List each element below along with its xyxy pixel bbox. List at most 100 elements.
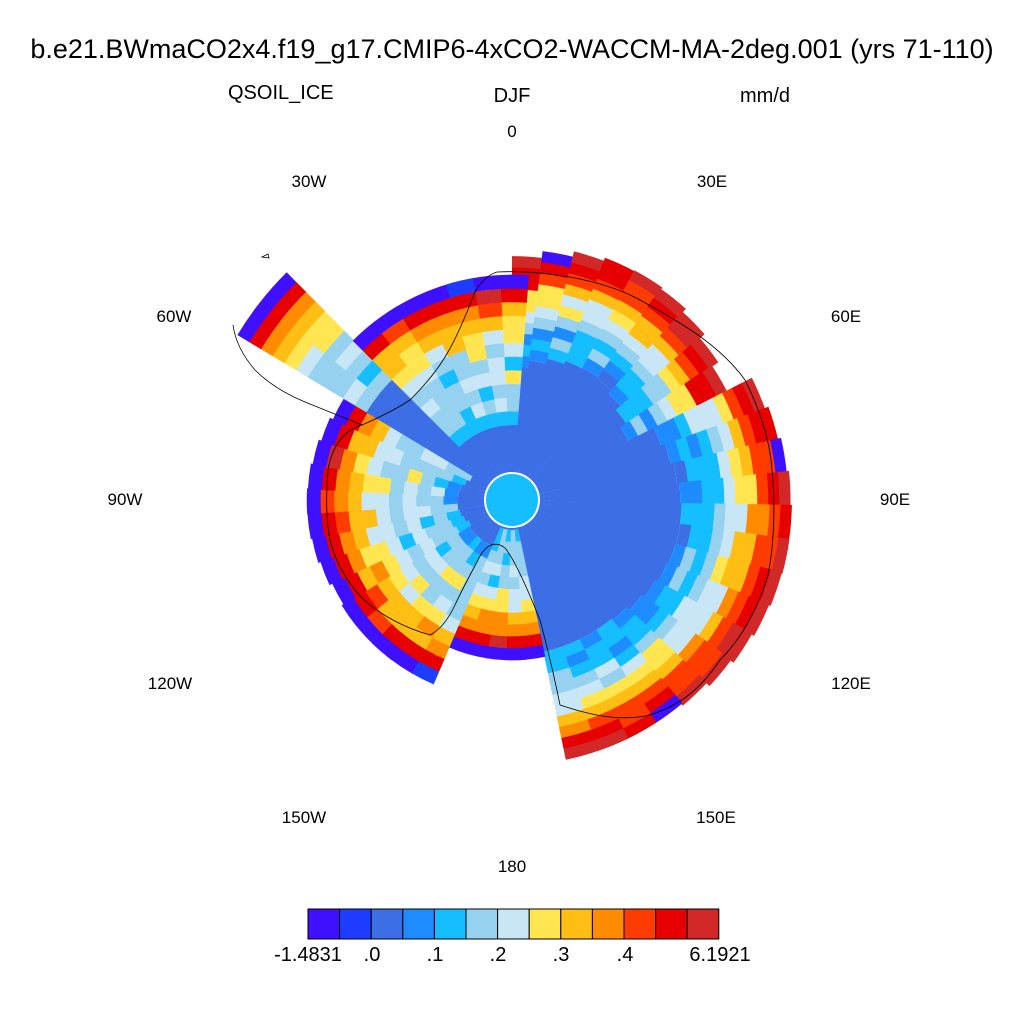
field-cell xyxy=(505,647,526,661)
field-cell xyxy=(321,417,343,446)
field-cell xyxy=(291,301,326,337)
field-cell xyxy=(320,557,343,586)
field-cell xyxy=(388,569,410,592)
field-cell xyxy=(387,590,411,615)
field-cell xyxy=(307,512,325,540)
field-cell xyxy=(682,344,710,375)
field-cell xyxy=(531,327,555,343)
field-cell xyxy=(443,503,459,514)
field-cell xyxy=(582,357,606,378)
field-cell xyxy=(581,309,609,330)
field-cell xyxy=(450,515,466,528)
field-cell xyxy=(495,527,504,541)
field-cell xyxy=(418,537,437,555)
field-cell xyxy=(341,597,368,627)
field-cell xyxy=(470,358,491,377)
field-cell xyxy=(423,604,447,627)
field-cell xyxy=(319,360,347,392)
field-cell xyxy=(302,311,335,345)
field-cell xyxy=(326,443,345,470)
field-cell xyxy=(459,375,479,395)
field-cell xyxy=(623,279,656,306)
field-cell xyxy=(541,251,574,268)
field-cell xyxy=(579,688,609,710)
field-cell xyxy=(473,431,501,476)
field-cell xyxy=(697,611,724,644)
field-cell xyxy=(603,360,627,383)
field-cell xyxy=(665,359,691,387)
field-cell xyxy=(640,380,664,406)
field-cell xyxy=(477,302,504,319)
field-cell xyxy=(686,575,709,604)
field-cell xyxy=(647,644,676,672)
field-cell xyxy=(695,429,714,457)
field-cell xyxy=(376,475,392,494)
field-cell xyxy=(468,511,489,526)
field-cell xyxy=(352,321,383,351)
field-cell xyxy=(685,639,714,671)
lon-label-120w: 120W xyxy=(147,674,193,693)
field-cell xyxy=(381,623,409,650)
field-cell xyxy=(656,396,678,422)
field-cell xyxy=(561,639,585,658)
field-cell xyxy=(693,371,718,402)
field-cell xyxy=(647,402,669,427)
field-cell xyxy=(679,481,692,505)
field-cell xyxy=(659,327,688,356)
field-cell xyxy=(437,519,454,534)
field-cell xyxy=(259,272,297,312)
field-cell xyxy=(354,386,379,413)
field-cell xyxy=(352,452,372,475)
field-cell xyxy=(563,283,594,303)
field-cell xyxy=(499,425,511,473)
field-cell xyxy=(467,642,489,659)
field-cell xyxy=(757,406,779,443)
field-cell xyxy=(734,475,747,506)
field-cell xyxy=(345,349,374,379)
field-cell xyxy=(339,447,358,472)
field-cell xyxy=(438,468,455,482)
field-cell xyxy=(284,335,315,371)
colorbar-box xyxy=(433,908,467,940)
colorbar-box xyxy=(623,908,657,940)
field-cell xyxy=(725,591,749,626)
field-cell xyxy=(486,646,507,661)
field-cell xyxy=(684,377,708,407)
colorbar-box xyxy=(370,908,404,940)
field-cell xyxy=(565,350,589,369)
field-cell xyxy=(431,625,456,647)
field-cell xyxy=(629,414,649,437)
field-cell xyxy=(661,620,687,649)
field-cell xyxy=(653,614,679,641)
field-cell xyxy=(455,520,472,533)
field-cell xyxy=(375,507,392,527)
field-cell xyxy=(516,552,526,566)
field-cell xyxy=(475,288,503,306)
field-cell xyxy=(452,393,471,413)
field-cell xyxy=(448,349,471,370)
field-cell xyxy=(424,637,450,660)
field-cell xyxy=(372,540,392,563)
field-cell xyxy=(458,490,485,499)
field-cell xyxy=(615,402,636,424)
coastline-ross-sea xyxy=(429,543,561,706)
field-cell xyxy=(432,454,450,471)
colorbar-tick-label: .2 xyxy=(489,944,507,966)
field-cell xyxy=(693,646,723,679)
field-cell xyxy=(403,306,433,331)
field-cell xyxy=(346,548,367,574)
field-cell xyxy=(406,468,424,484)
field-cell xyxy=(637,601,661,626)
field-cell xyxy=(475,414,491,432)
field-cell xyxy=(443,496,458,505)
field-cell xyxy=(629,594,652,619)
field-cell xyxy=(568,262,602,283)
field-cell xyxy=(625,660,655,687)
field-cell xyxy=(406,353,432,377)
field-cell xyxy=(536,427,662,491)
field-cell xyxy=(608,384,630,407)
field-cell xyxy=(378,522,397,542)
field-cell xyxy=(496,540,506,554)
lon-label-90w: 90W xyxy=(107,490,143,509)
field-cell xyxy=(417,331,444,354)
